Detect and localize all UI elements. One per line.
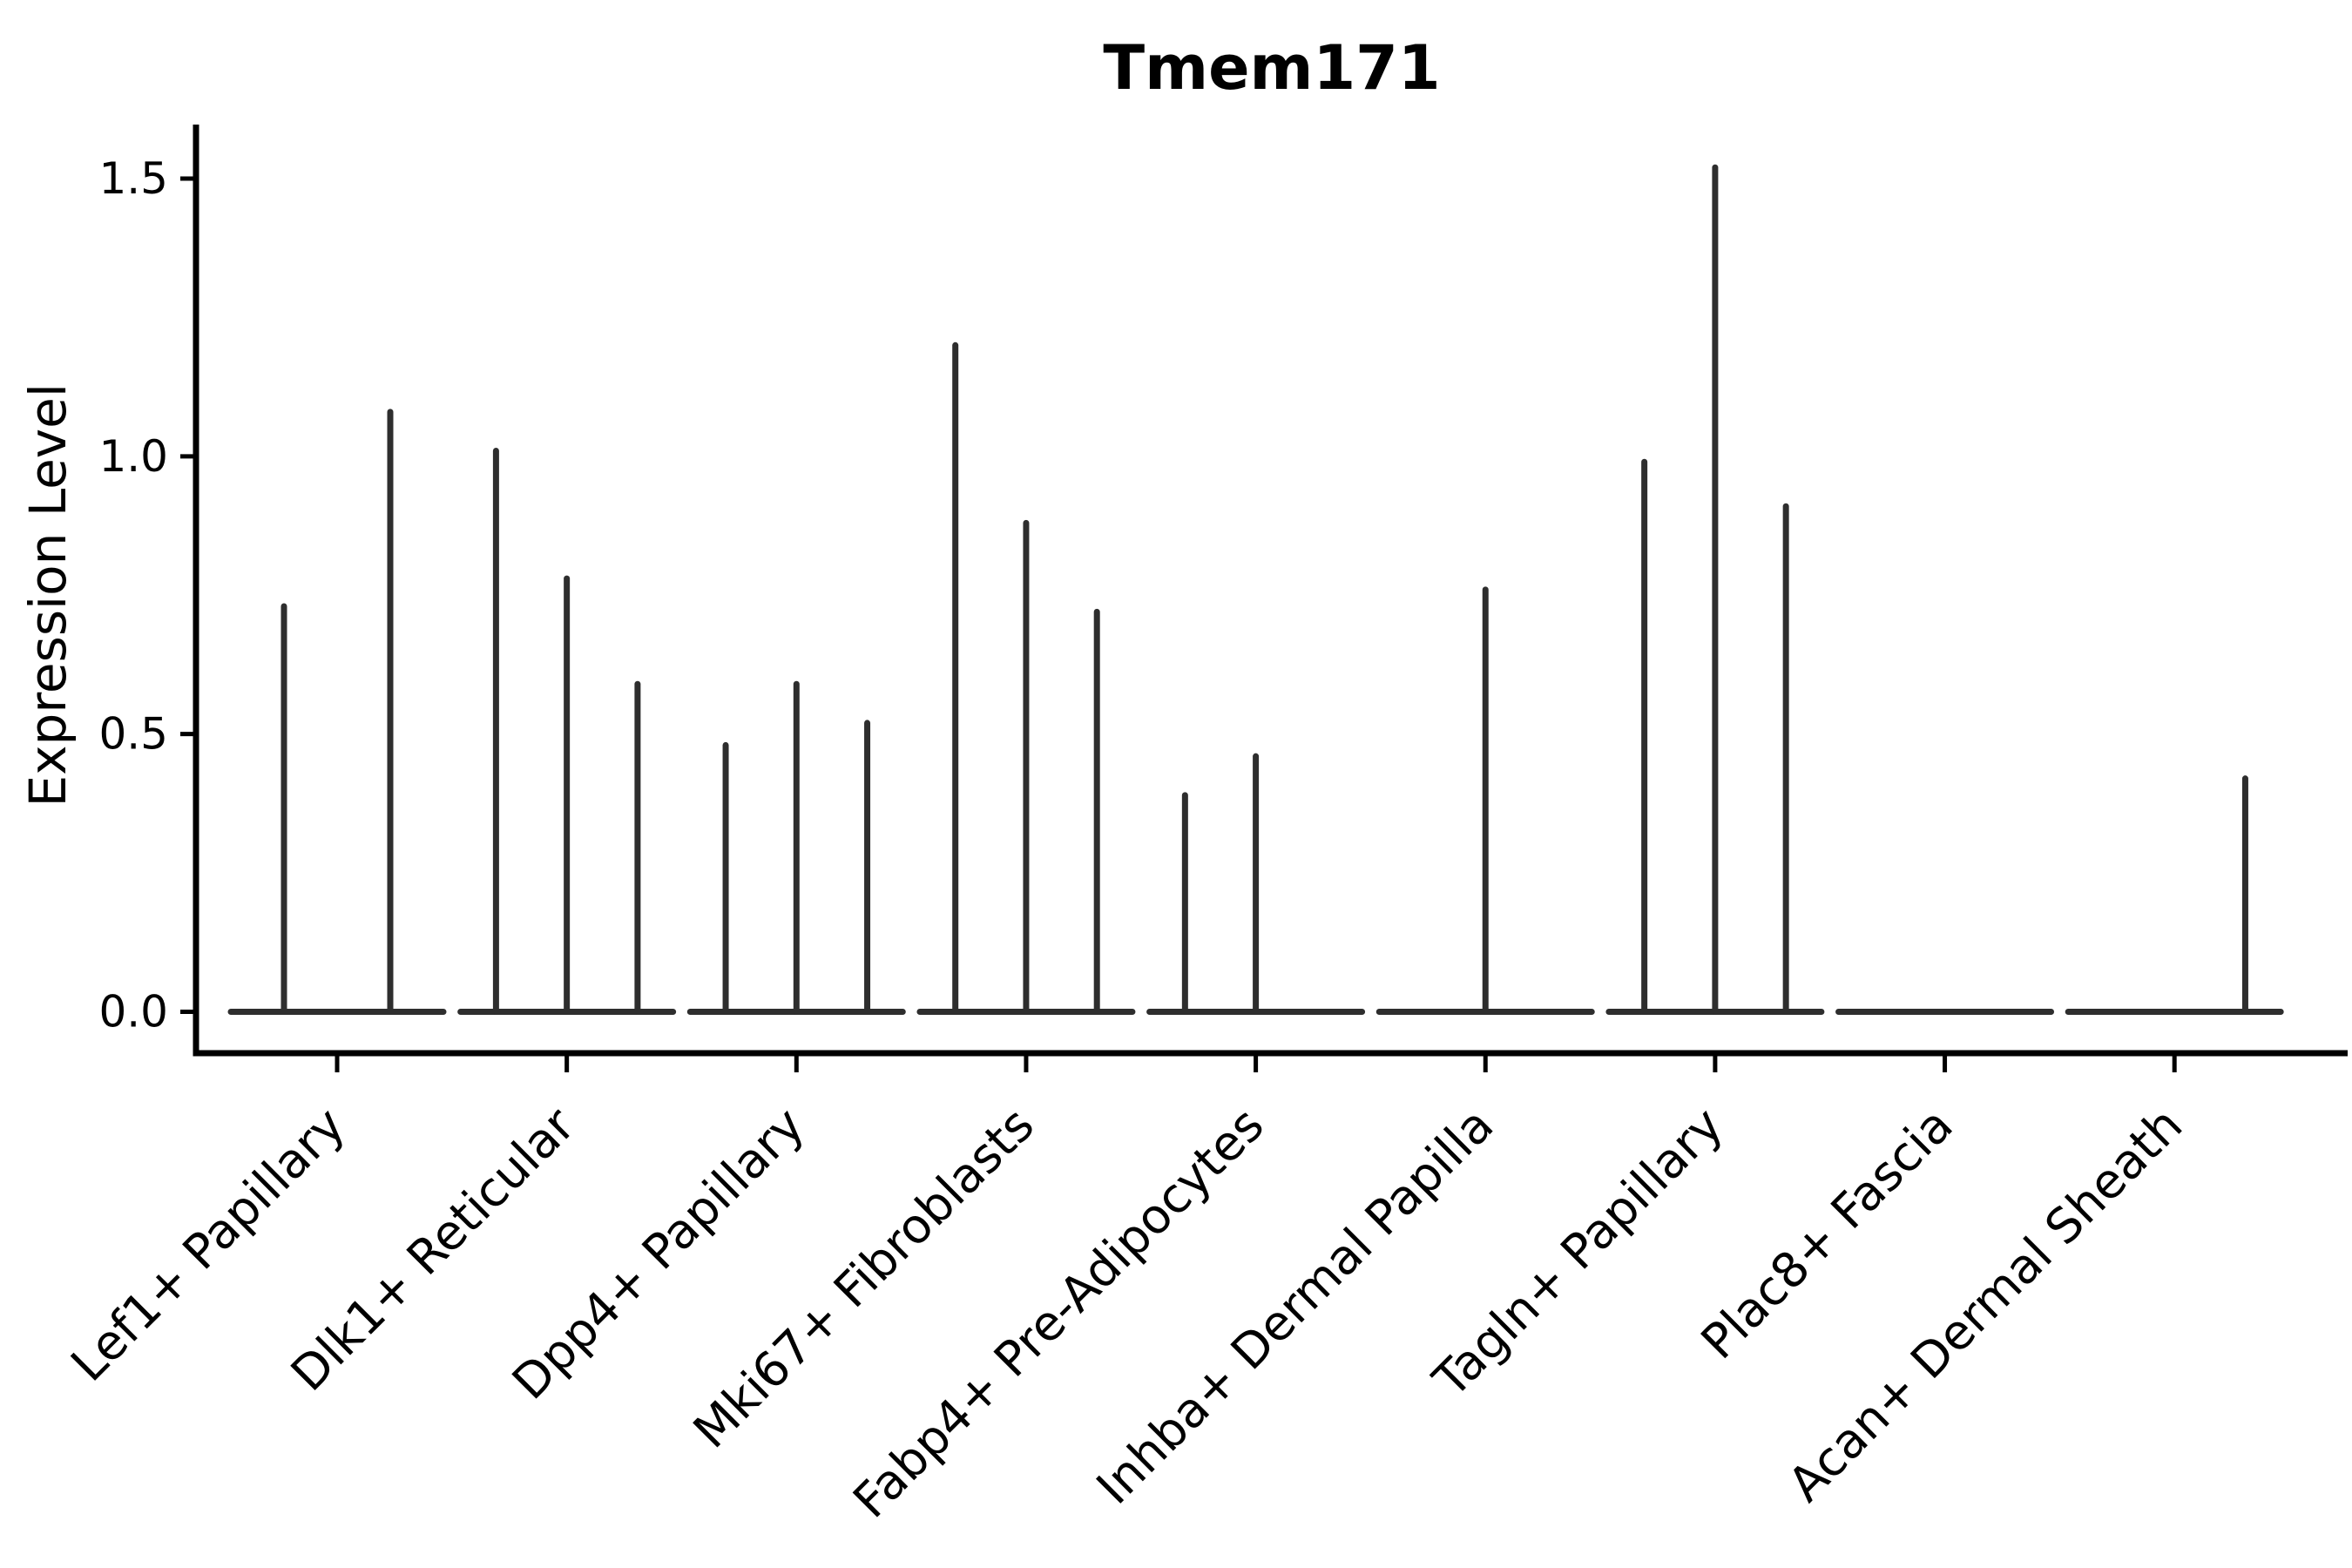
y-axis-tick-label: 0.5: [98, 709, 168, 760]
y-axis-tick-label: 1.5: [98, 153, 168, 204]
y-axis-tick-label: 1.0: [98, 431, 168, 482]
chart-title: Tmem171: [1103, 32, 1440, 104]
y-axis-tick-label: 0.0: [98, 987, 168, 1037]
y-axis-title: Expression Level: [18, 383, 78, 807]
